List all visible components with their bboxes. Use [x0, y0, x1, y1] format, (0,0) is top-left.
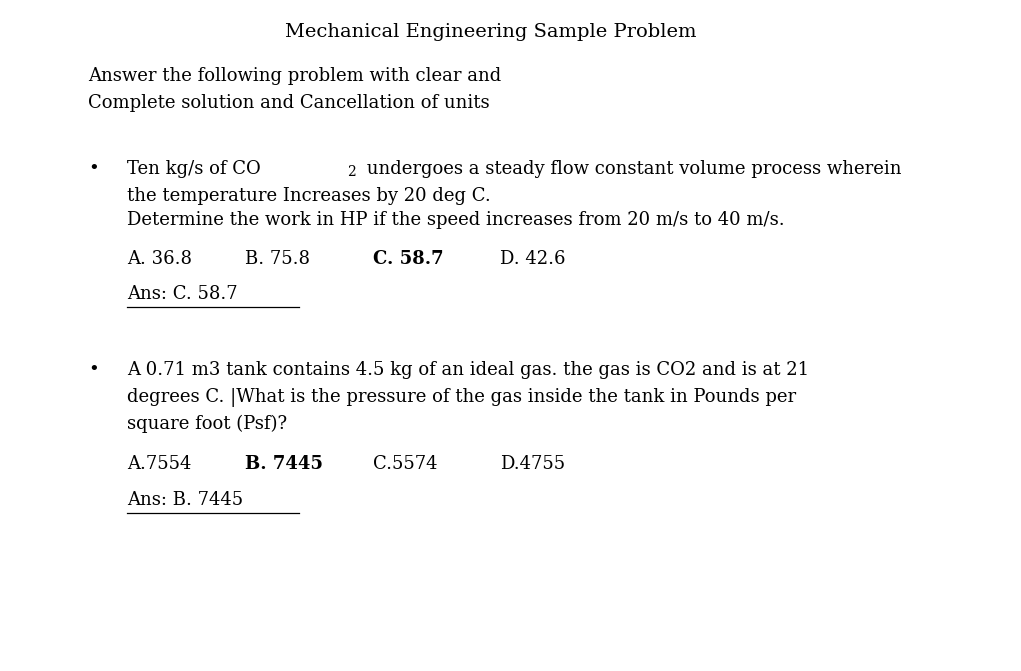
Text: degrees C. |What is the pressure of the gas inside the tank in Pounds per: degrees C. |What is the pressure of the …: [128, 388, 796, 407]
Text: 2: 2: [347, 165, 356, 179]
Text: D.4755: D.4755: [500, 455, 566, 473]
Text: B. 7445: B. 7445: [245, 455, 323, 473]
Text: Answer the following problem with clear and: Answer the following problem with clear …: [88, 67, 501, 85]
Text: •: •: [88, 361, 99, 379]
Text: undergoes a steady flow constant volume process wherein: undergoes a steady flow constant volume …: [360, 160, 902, 178]
Text: A. 36.8: A. 36.8: [128, 250, 193, 268]
Text: Ans: C. 58.7: Ans: C. 58.7: [128, 285, 238, 303]
Text: C. 58.7: C. 58.7: [373, 250, 443, 268]
Text: square foot (Psf)?: square foot (Psf)?: [128, 415, 288, 433]
Text: C.5574: C.5574: [373, 455, 437, 473]
Text: the temperature Increases by 20 deg C.: the temperature Increases by 20 deg C.: [128, 187, 491, 205]
Text: Determine the work in HP if the speed increases from 20 m/s to 40 m/s.: Determine the work in HP if the speed in…: [128, 211, 785, 229]
Text: Mechanical Engineering Sample Problem: Mechanical Engineering Sample Problem: [285, 23, 696, 42]
Text: A 0.71 m3 tank contains 4.5 kg of an ideal gas. the gas is CO2 and is at 21: A 0.71 m3 tank contains 4.5 kg of an ide…: [128, 361, 810, 379]
Text: Complete solution and Cancellation of units: Complete solution and Cancellation of un…: [88, 94, 490, 112]
Text: Ans: B. 7445: Ans: B. 7445: [128, 491, 244, 509]
Text: D. 42.6: D. 42.6: [500, 250, 566, 268]
Text: B. 75.8: B. 75.8: [245, 250, 310, 268]
Text: •: •: [88, 160, 99, 178]
Text: A.7554: A.7554: [128, 455, 192, 473]
Text: Ten kg/s of CO: Ten kg/s of CO: [128, 160, 261, 178]
